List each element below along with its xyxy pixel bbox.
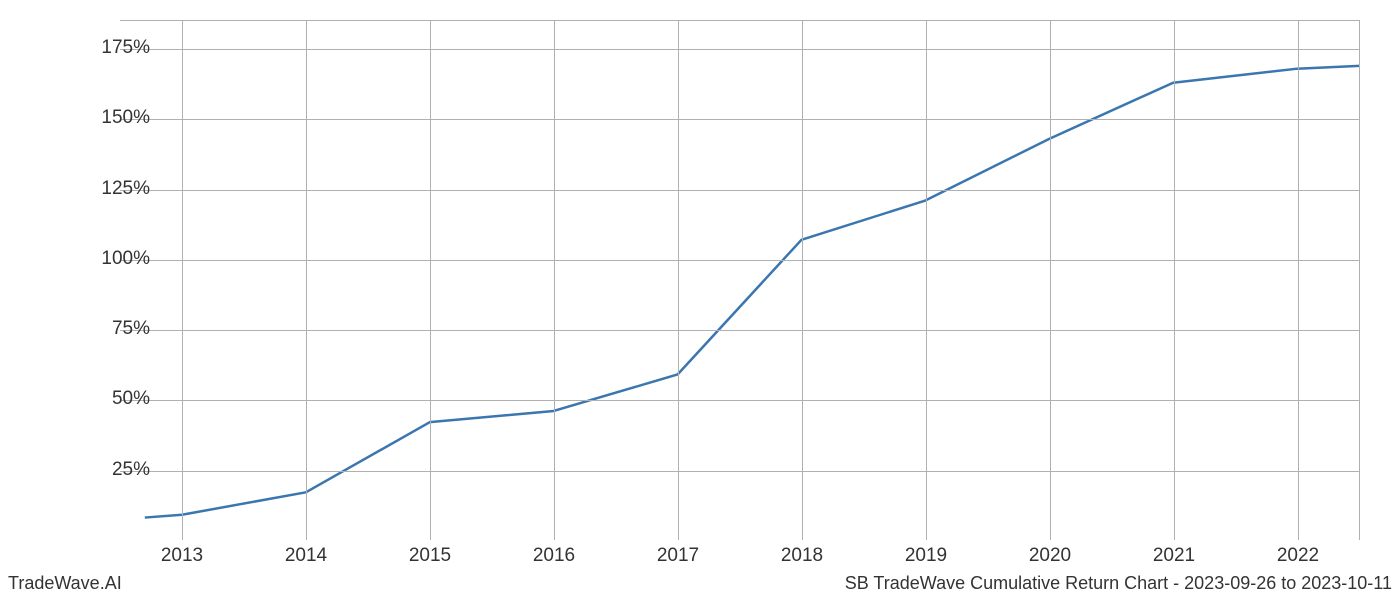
gridline-vertical bbox=[182, 21, 183, 540]
gridline-vertical bbox=[306, 21, 307, 540]
y-axis-tick-label: 175% bbox=[80, 37, 150, 59]
return-line bbox=[145, 66, 1359, 518]
gridline-vertical bbox=[926, 21, 927, 540]
x-axis-tick-label: 2019 bbox=[905, 545, 947, 567]
footer-brand: TradeWave.AI bbox=[8, 573, 122, 594]
gridline-vertical bbox=[554, 21, 555, 540]
gridline-vertical bbox=[1050, 21, 1051, 540]
y-axis-tick-label: 125% bbox=[80, 178, 150, 200]
gridline-vertical bbox=[802, 21, 803, 540]
footer-caption: SB TradeWave Cumulative Return Chart - 2… bbox=[845, 573, 1392, 594]
x-axis-tick-label: 2020 bbox=[1029, 545, 1071, 567]
x-axis-tick-label: 2013 bbox=[161, 545, 203, 567]
y-axis-tick-label: 75% bbox=[80, 318, 150, 340]
chart-plot-area bbox=[120, 20, 1360, 540]
x-axis-tick-label: 2016 bbox=[533, 545, 575, 567]
y-axis-tick-label: 100% bbox=[80, 248, 150, 270]
y-axis-tick-label: 150% bbox=[80, 107, 150, 129]
x-axis-tick-label: 2015 bbox=[409, 545, 451, 567]
x-axis-tick-label: 2014 bbox=[285, 545, 327, 567]
gridline-vertical bbox=[1174, 21, 1175, 540]
gridline-vertical bbox=[430, 21, 431, 540]
x-axis-tick-label: 2017 bbox=[657, 545, 699, 567]
plot-background bbox=[120, 20, 1360, 540]
y-axis-tick-label: 50% bbox=[80, 388, 150, 410]
gridline-vertical bbox=[678, 21, 679, 540]
x-axis-tick-label: 2018 bbox=[781, 545, 823, 567]
x-axis-tick-label: 2021 bbox=[1153, 545, 1195, 567]
x-axis-tick-label: 2022 bbox=[1277, 545, 1319, 567]
y-axis-tick-label: 25% bbox=[80, 459, 150, 481]
gridline-vertical bbox=[1298, 21, 1299, 540]
